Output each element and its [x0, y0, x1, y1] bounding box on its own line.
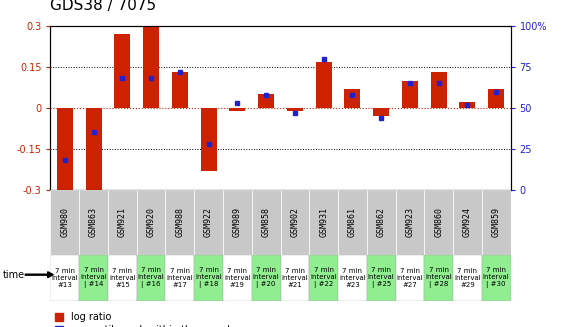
Text: GSM980: GSM980 — [61, 207, 70, 237]
Bar — [258, 94, 274, 108]
Text: GSM860: GSM860 — [434, 207, 443, 237]
Text: 7 min
interval
#13: 7 min interval #13 — [52, 268, 78, 288]
Text: 7 min
interval
#23: 7 min interval #23 — [339, 268, 366, 288]
Bar — [344, 89, 360, 108]
Bar — [50, 255, 79, 301]
Bar — [367, 255, 396, 301]
Bar — [459, 102, 475, 108]
Text: 7 min
interval
| #20: 7 min interval | #20 — [253, 267, 279, 288]
Text: GSM989: GSM989 — [233, 207, 242, 237]
Text: GSM923: GSM923 — [406, 207, 415, 237]
Text: 7 min
interval
#27: 7 min interval #27 — [397, 268, 423, 288]
Text: time: time — [3, 270, 25, 280]
Bar — [287, 108, 303, 111]
Bar — [165, 190, 194, 255]
Text: 7 min
interval
| #22: 7 min interval | #22 — [310, 267, 337, 288]
Bar — [424, 190, 453, 255]
Bar — [114, 34, 130, 108]
Bar — [309, 255, 338, 301]
Bar — [57, 108, 73, 190]
Text: 7 min
interval
#19: 7 min interval #19 — [224, 268, 251, 288]
Bar — [280, 190, 309, 255]
Text: 7 min
interval
| #28: 7 min interval | #28 — [425, 267, 452, 288]
Bar — [252, 255, 280, 301]
Bar — [338, 255, 367, 301]
Bar — [396, 255, 424, 301]
Bar — [252, 190, 280, 255]
Bar — [143, 26, 159, 108]
Bar — [229, 108, 245, 111]
Text: 7 min
interval
#17: 7 min interval #17 — [167, 268, 193, 288]
Bar — [50, 190, 79, 255]
Bar — [488, 89, 504, 108]
Bar — [108, 255, 137, 301]
Bar — [482, 190, 511, 255]
Text: GSM902: GSM902 — [291, 207, 300, 237]
Bar — [194, 255, 223, 301]
Bar — [396, 190, 424, 255]
Bar — [338, 190, 367, 255]
Bar — [79, 190, 108, 255]
Bar — [453, 255, 482, 301]
Bar — [137, 255, 165, 301]
Bar — [223, 190, 252, 255]
Text: 7 min
interval
| #16: 7 min interval | #16 — [138, 267, 164, 288]
Bar — [137, 190, 165, 255]
Bar — [79, 255, 108, 301]
Text: GSM862: GSM862 — [376, 207, 385, 237]
Text: GSM859: GSM859 — [491, 207, 500, 237]
Bar — [280, 255, 309, 301]
Text: 7 min
interval
| #18: 7 min interval | #18 — [195, 267, 222, 288]
Bar — [172, 73, 188, 108]
Bar — [309, 190, 338, 255]
Bar — [402, 81, 418, 108]
Bar — [482, 255, 511, 301]
Text: GSM921: GSM921 — [118, 207, 127, 237]
Text: GSM922: GSM922 — [204, 207, 213, 237]
Text: 7 min
interval
#15: 7 min interval #15 — [109, 268, 136, 288]
Bar — [367, 190, 396, 255]
Text: 7 min
interval
| #14: 7 min interval | #14 — [80, 267, 107, 288]
Text: GSM988: GSM988 — [176, 207, 185, 237]
Legend: log ratio, percentile rank within the sample: log ratio, percentile rank within the sa… — [56, 312, 236, 327]
Text: GSM861: GSM861 — [348, 207, 357, 237]
Text: GSM920: GSM920 — [146, 207, 155, 237]
Text: 7 min
interval
| #30: 7 min interval | #30 — [483, 267, 509, 288]
Bar — [373, 108, 389, 116]
Text: GSM863: GSM863 — [89, 207, 98, 237]
Text: GDS38 / 7075: GDS38 / 7075 — [50, 0, 157, 13]
Bar — [201, 108, 217, 171]
Text: 7 min
interval
#29: 7 min interval #29 — [454, 268, 481, 288]
Bar — [223, 255, 252, 301]
Text: GSM924: GSM924 — [463, 207, 472, 237]
Bar — [316, 61, 332, 108]
Bar — [431, 73, 447, 108]
Text: 7 min
interval
| #25: 7 min interval | #25 — [368, 267, 394, 288]
Bar — [108, 190, 137, 255]
Bar — [194, 190, 223, 255]
Text: GSM931: GSM931 — [319, 207, 328, 237]
Bar — [86, 108, 102, 190]
Bar — [424, 255, 453, 301]
Text: 7 min
interval
#21: 7 min interval #21 — [282, 268, 308, 288]
Text: GSM858: GSM858 — [261, 207, 270, 237]
Bar — [165, 255, 194, 301]
Bar — [453, 190, 482, 255]
